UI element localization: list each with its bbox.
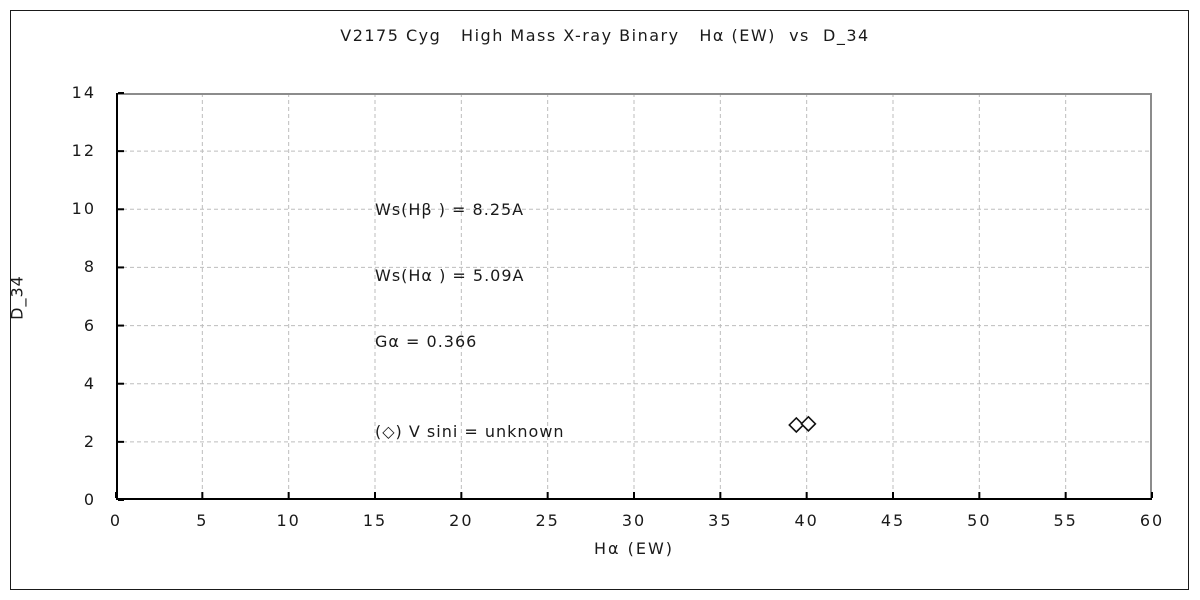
y-tick-label: 12 bbox=[71, 141, 96, 161]
x-tick-label: 35 bbox=[708, 511, 733, 530]
x-tick-label: 30 bbox=[621, 511, 647, 530]
plot-svg bbox=[115, 92, 1153, 501]
plot-area bbox=[115, 92, 1153, 501]
y-axis-title: D_34 bbox=[7, 275, 27, 320]
x-tick-label: 55 bbox=[1053, 511, 1078, 530]
x-tick-label: 40 bbox=[794, 511, 819, 530]
annotation-ws-hbeta: Ws(Hβ ) = 8.25A bbox=[375, 200, 525, 219]
x-tick-label: 45 bbox=[880, 511, 906, 530]
y-tick-label: 6 bbox=[83, 315, 96, 335]
y-tick-label: 0 bbox=[83, 490, 96, 509]
data-point-diamond bbox=[800, 415, 817, 432]
chart-title: V2175 Cyg High Mass X-ray Binary Hα (EW)… bbox=[340, 26, 870, 45]
x-tick-label: 20 bbox=[449, 511, 474, 530]
chart-outer-frame bbox=[10, 10, 1189, 590]
legend-entry-vsini-unknown: (◇) V sini = unknown bbox=[375, 422, 565, 441]
x-axis-title: Hα (EW) bbox=[593, 539, 675, 558]
annotation-ws-halpha: Ws(Hα ) = 5.09A bbox=[375, 266, 525, 285]
x-tick-label: 60 bbox=[1139, 511, 1165, 530]
y-tick-label: 10 bbox=[71, 199, 96, 219]
x-tick-label: 10 bbox=[276, 511, 301, 530]
data-point-diamond bbox=[788, 416, 805, 434]
x-tick-label: 50 bbox=[967, 511, 992, 530]
y-tick-label: 14 bbox=[71, 83, 96, 102]
x-tick-label: 25 bbox=[535, 511, 560, 530]
y-tick-label: 8 bbox=[83, 257, 96, 277]
y-tick-label: 2 bbox=[83, 431, 96, 451]
y-tick-label: 4 bbox=[83, 373, 96, 393]
x-tick-label: 15 bbox=[362, 511, 388, 530]
annotation-block: Ws(Hβ ) = 8.25A Ws(Hα ) = 5.09A Gα = 0.3… bbox=[375, 155, 565, 487]
annotation-g-alpha: Gα = 0.366 bbox=[375, 332, 478, 351]
x-tick-label: 5 bbox=[196, 511, 209, 530]
x-tick-label: 0 bbox=[109, 511, 123, 530]
